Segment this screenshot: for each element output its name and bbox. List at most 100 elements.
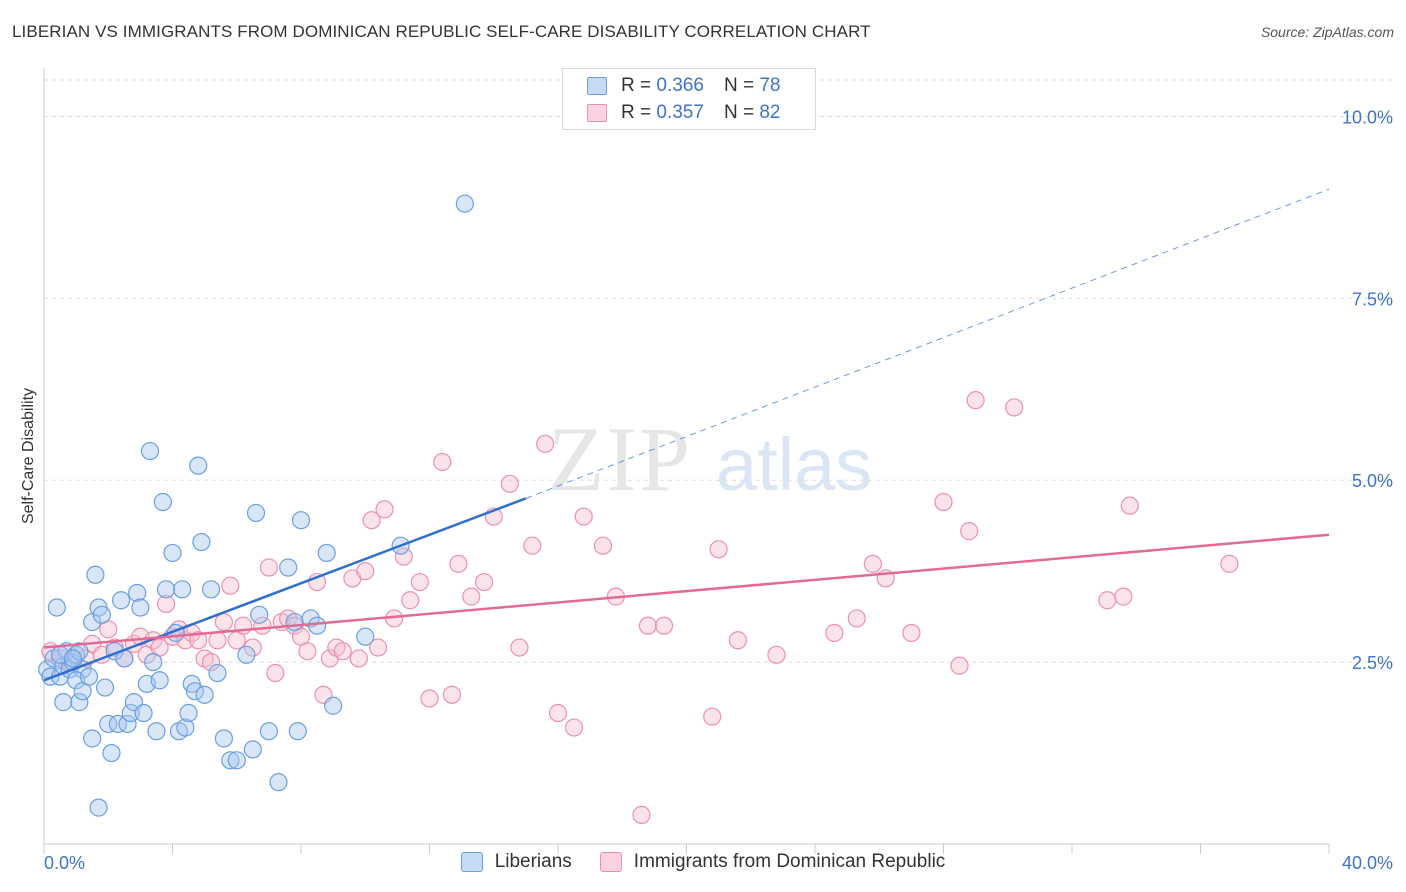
data-point bbox=[307, 616, 327, 635]
n-label: N = bbox=[723, 102, 755, 123]
watermark-atlas-text: atlas bbox=[716, 423, 872, 506]
blue-series-points bbox=[38, 194, 474, 817]
data-point bbox=[150, 671, 169, 690]
n-value: 78 bbox=[759, 75, 781, 96]
data-point bbox=[449, 554, 468, 573]
data-point bbox=[201, 652, 221, 672]
data-point bbox=[362, 511, 381, 530]
data-point bbox=[638, 616, 658, 635]
data-point bbox=[847, 609, 866, 628]
data-point bbox=[63, 649, 83, 668]
x-tick-label: 0.0% bbox=[44, 853, 85, 873]
data-point bbox=[92, 605, 111, 624]
blue-trend-line bbox=[43, 497, 527, 682]
data-point bbox=[433, 452, 452, 472]
data-point bbox=[863, 554, 882, 573]
pink-swatch bbox=[599, 852, 622, 872]
legend-label: Immigrants from Dominican Republic bbox=[633, 851, 946, 872]
legend-label: Liberians bbox=[494, 851, 572, 872]
data-point bbox=[536, 434, 555, 453]
r-label: R = bbox=[621, 102, 652, 123]
data-point bbox=[243, 740, 262, 759]
data-point bbox=[214, 729, 233, 748]
blue-trend-extension bbox=[525, 188, 1330, 499]
axes bbox=[43, 68, 1330, 854]
data-point bbox=[189, 631, 208, 650]
data-point bbox=[70, 642, 89, 661]
data-point bbox=[324, 696, 343, 715]
data-point bbox=[86, 565, 105, 584]
data-point bbox=[401, 591, 420, 610]
data-point bbox=[118, 714, 137, 734]
data-point bbox=[185, 682, 205, 701]
data-point bbox=[237, 645, 256, 664]
data-point bbox=[131, 598, 150, 617]
data-point bbox=[173, 580, 192, 599]
data-point bbox=[134, 703, 153, 723]
data-point bbox=[163, 543, 182, 563]
data-point bbox=[108, 714, 127, 734]
data-point bbox=[128, 583, 147, 603]
series-legend: Liberians Immigrants from Dominican Repu… bbox=[0, 851, 1406, 873]
data-point bbox=[356, 562, 375, 581]
data-point bbox=[201, 580, 221, 599]
data-point bbox=[510, 638, 529, 657]
zipatlas-watermark: ZIP atlas bbox=[548, 408, 872, 510]
data-point bbox=[147, 722, 166, 741]
pink-trend-line bbox=[43, 533, 1330, 649]
data-point bbox=[54, 693, 73, 712]
data-point bbox=[333, 642, 352, 661]
data-point bbox=[279, 558, 298, 577]
data-point bbox=[593, 536, 613, 555]
data-point bbox=[475, 572, 494, 592]
data-point bbox=[121, 703, 140, 723]
data-point bbox=[709, 540, 728, 559]
blue-swatch bbox=[460, 852, 483, 872]
n-label: N = bbox=[723, 75, 755, 96]
data-point bbox=[632, 805, 651, 824]
data-point bbox=[375, 500, 394, 519]
data-point bbox=[102, 743, 121, 763]
data-point bbox=[99, 714, 118, 734]
data-point bbox=[767, 645, 786, 664]
n-value: 82 bbox=[759, 102, 781, 123]
data-point bbox=[966, 391, 985, 410]
data-point bbox=[89, 798, 108, 817]
data-point bbox=[83, 729, 102, 748]
data-point bbox=[221, 576, 240, 595]
y-tick-label: 2.5% bbox=[1352, 653, 1393, 673]
data-point bbox=[243, 638, 262, 657]
grid-lines bbox=[44, 79, 1392, 663]
y-tick-label: 10.0% bbox=[1342, 107, 1393, 127]
data-point bbox=[349, 649, 368, 668]
data-point bbox=[950, 656, 969, 675]
data-point bbox=[455, 194, 474, 213]
data-point bbox=[285, 612, 304, 632]
data-point bbox=[1120, 496, 1139, 515]
data-point bbox=[179, 703, 198, 723]
data-point bbox=[317, 543, 336, 563]
data-point bbox=[1098, 591, 1117, 610]
data-point bbox=[208, 631, 227, 650]
correlation-legend: R = 0.366 N = 78 R = 0.357 N = 82 bbox=[562, 68, 816, 130]
legend-item-liberians: Liberians bbox=[460, 851, 572, 873]
data-point bbox=[156, 594, 176, 613]
data-point bbox=[111, 591, 131, 610]
data-point bbox=[394, 547, 413, 566]
data-point bbox=[291, 511, 311, 530]
legend-row-liberians: R = 0.366 N = 78 bbox=[587, 73, 780, 99]
data-point bbox=[825, 623, 844, 643]
data-point bbox=[266, 663, 285, 683]
tick-labels: 2.5% 5.0% 7.5% 10.0% 0.0% 40.0% bbox=[44, 107, 1393, 873]
data-point bbox=[574, 507, 593, 526]
y-tick-label: 5.0% bbox=[1352, 471, 1393, 491]
data-point bbox=[269, 773, 288, 792]
data-point bbox=[1005, 398, 1024, 417]
data-point bbox=[153, 492, 172, 512]
legend-row-dominican: R = 0.357 N = 82 bbox=[587, 100, 780, 126]
legend-item-dominican: Immigrants from Dominican Republic bbox=[599, 851, 946, 873]
data-point bbox=[442, 685, 462, 704]
chart-title: LIBERIAN VS IMMIGRANTS FROM DOMINICAN RE… bbox=[12, 22, 871, 41]
data-point bbox=[208, 663, 227, 683]
